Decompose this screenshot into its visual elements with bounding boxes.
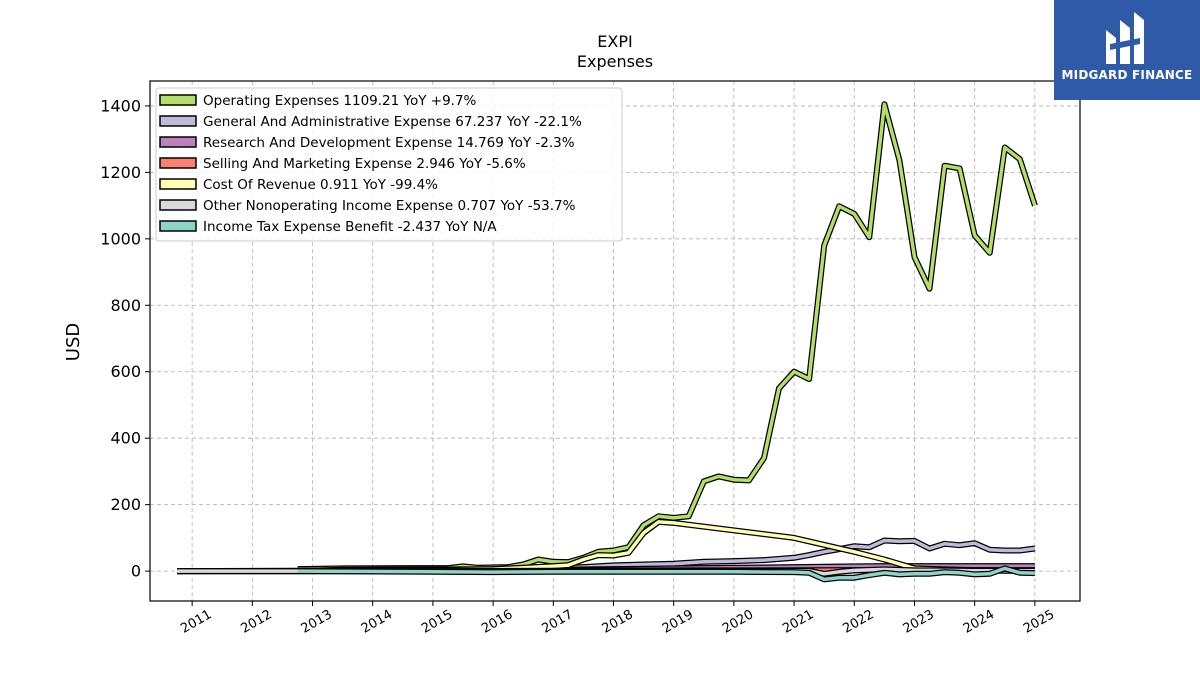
legend: Operating Expenses 1109.21 YoY +9.7% Gene… <box>155 87 623 242</box>
y-tick-label: 0 <box>131 562 141 581</box>
y-tick-label: 1000 <box>100 229 141 248</box>
x-tick-label: 2013 <box>299 607 335 637</box>
x-tick-label: 2021 <box>780 607 816 637</box>
legend-label: Operating Expenses 1109.21 YoY +9.7% <box>203 93 477 109</box>
x-tick-label: 2020 <box>720 607 756 637</box>
x-tick-label: 2023 <box>901 607 937 637</box>
x-tick-label: 2012 <box>239 607 275 637</box>
x-tick-label: 2011 <box>178 607 214 637</box>
legend-label: Cost Of Revenue 0.911 YoY -99.4% <box>203 177 438 193</box>
legend-swatch <box>159 136 197 148</box>
legend-label: General And Administrative Expense 67.23… <box>203 114 582 130</box>
logo-text: MIDGARD FINANCE <box>1061 68 1193 82</box>
legend-label: Selling And Marketing Expense 2.946 YoY … <box>203 156 526 172</box>
y-tick-label: 400 <box>110 429 141 448</box>
x-tick-label: 2014 <box>359 607 395 637</box>
x-tick-label: 2025 <box>1021 607 1057 637</box>
legend-box <box>155 87 623 242</box>
series-line-6 <box>297 566 1035 582</box>
legend-swatch <box>159 157 197 169</box>
legend-swatch <box>159 115 197 127</box>
y-tick-label: 1200 <box>100 163 141 182</box>
legend-label: Research And Development Expense 14.769 … <box>203 135 575 151</box>
x-tick-label: 2024 <box>961 607 997 637</box>
legend-swatch <box>159 94 197 106</box>
midgard-logo-icon <box>1106 12 1144 64</box>
legend-swatch <box>159 199 197 211</box>
y-axis-label: USD <box>63 323 84 361</box>
y-tick-label: 600 <box>110 362 141 381</box>
plot-frame <box>149 80 1081 602</box>
x-tick-label: 2022 <box>840 607 876 637</box>
x-tick-label: 2019 <box>660 607 696 637</box>
x-tick-label: 2018 <box>600 607 636 637</box>
legend-label: Other Nonoperating Income Expense 0.707 … <box>203 198 576 214</box>
chart-title: EXPI <box>597 32 632 51</box>
series-layer <box>177 101 1038 583</box>
legend-swatch <box>159 178 197 190</box>
legend-swatch <box>159 220 197 232</box>
x-tick-label: 2017 <box>539 607 575 637</box>
y-tick-label: 1400 <box>100 96 141 115</box>
x-tick-label: 2015 <box>419 607 455 637</box>
x-tick-label: 2016 <box>479 607 515 637</box>
midgard-finance-logo: MIDGARD FINANCE <box>1054 0 1200 100</box>
y-tick-label: 800 <box>110 296 141 315</box>
legend-label: Income Tax Expense Benefit -2.437 YoY N/… <box>203 219 497 235</box>
chart-subtitle: Expenses <box>577 52 653 71</box>
y-tick-label: 200 <box>110 495 141 514</box>
